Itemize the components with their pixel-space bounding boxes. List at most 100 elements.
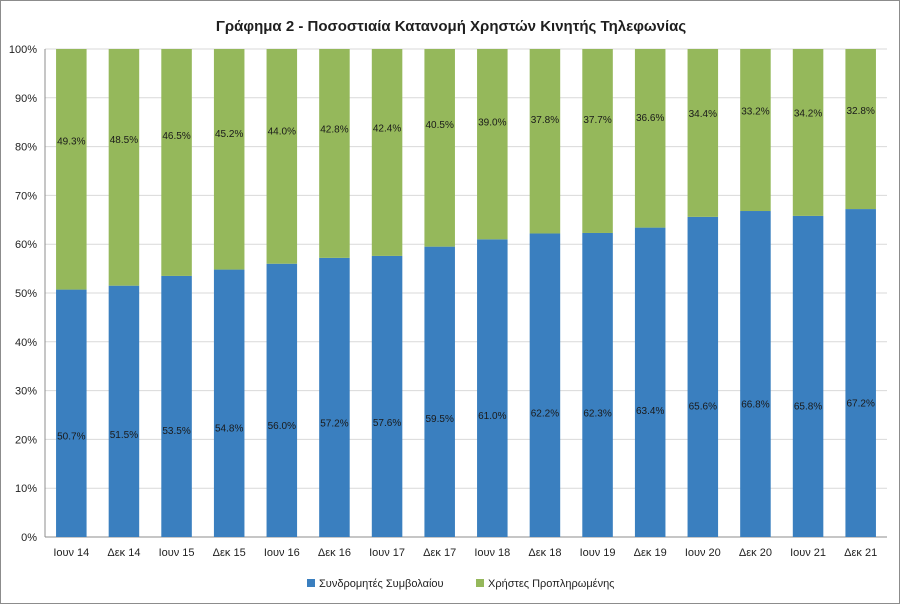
data-label-contract-4: 56.0% xyxy=(268,421,296,432)
y-tick-label: 40% xyxy=(15,337,37,349)
y-tick-label: 10% xyxy=(15,483,37,495)
bar-prepaid-7 xyxy=(424,49,455,247)
data-labels-layer: 50.7% 49.3% 51.5% 48.5% 53.5% 46.5% 54.8% 45.2%… xyxy=(57,106,875,443)
data-label-contract-6: 57.6% xyxy=(373,418,401,429)
bar-contract-3 xyxy=(213,269,245,537)
x-axis-ticks: Ιουν 14 Δεκ 14 Ιουν 15 Δεκ 15 Ιουν 16 Δεκ 16 Ι… xyxy=(53,547,877,559)
y-tick-label: 0% xyxy=(21,532,37,544)
y-tick-label: 100% xyxy=(9,44,37,56)
bar-contract-8 xyxy=(477,239,508,537)
data-label-contract-1: 51.5% xyxy=(110,430,138,441)
bar-contract-4 xyxy=(266,263,298,537)
data-label-prepaid-11: 36.6% xyxy=(636,113,664,124)
bar-contract-9 xyxy=(529,233,561,538)
bar-contract-2 xyxy=(161,275,192,537)
x-tick-label: Δεκ 17 xyxy=(423,547,456,559)
y-axis-ticks: 0% 10% 20% 30% 40% 50% 60% 70% 80% 90% 100% xyxy=(9,44,37,544)
x-tick-label: Δεκ 15 xyxy=(213,547,246,559)
legend-label-prepaid: Χρήστες Προπληρωμένης xyxy=(488,578,614,590)
x-tick-label: Ιουν 14 xyxy=(53,547,89,559)
data-label-prepaid-6: 42.4% xyxy=(373,124,401,135)
data-label-prepaid-9: 37.8% xyxy=(531,115,559,126)
bar-contract-14 xyxy=(792,215,824,537)
bar-prepaid-6 xyxy=(371,49,403,256)
data-label-prepaid-4: 44.0% xyxy=(268,127,296,138)
bar-prepaid-2 xyxy=(161,49,192,276)
data-label-contract-12: 65.6% xyxy=(689,402,717,413)
data-label-contract-2: 53.5% xyxy=(162,426,190,437)
x-tick-label: Δεκ 21 xyxy=(844,547,877,559)
data-label-contract-10: 62.3% xyxy=(583,408,611,419)
bar-prepaid-11 xyxy=(634,49,666,228)
y-tick-label: 70% xyxy=(15,190,37,202)
data-label-contract-13: 66.8% xyxy=(741,399,769,410)
data-label-contract-0: 50.7% xyxy=(57,432,85,443)
data-label-contract-5: 57.2% xyxy=(320,419,348,430)
data-label-prepaid-10: 37.7% xyxy=(583,115,611,126)
chart-title: Γράφημα 2 - Ποσοστιαία Κατανομή Χρηστών … xyxy=(216,18,686,35)
data-label-prepaid-8: 39.0% xyxy=(478,117,506,128)
data-label-prepaid-2: 46.5% xyxy=(162,131,190,142)
bar-prepaid-8 xyxy=(477,49,508,240)
x-tick-label: Δεκ 14 xyxy=(107,547,140,559)
data-label-contract-9: 62.2% xyxy=(531,409,559,420)
x-tick-label: Δεκ 19 xyxy=(634,547,667,559)
y-tick-label: 90% xyxy=(15,93,37,105)
x-tick-label: Δεκ 20 xyxy=(739,547,772,559)
data-label-prepaid-0: 49.3% xyxy=(57,136,85,147)
data-label-prepaid-5: 42.8% xyxy=(320,124,348,135)
bar-prepaid-15 xyxy=(845,49,876,210)
bar-contract-0 xyxy=(56,289,87,537)
y-tick-label: 80% xyxy=(15,142,37,154)
data-label-prepaid-12: 34.4% xyxy=(689,109,717,120)
data-label-contract-3: 54.8% xyxy=(215,423,243,434)
bar-contract-5 xyxy=(319,257,350,537)
data-label-prepaid-13: 33.2% xyxy=(741,107,769,118)
x-tick-label: Ιουν 16 xyxy=(264,547,300,559)
y-tick-label: 30% xyxy=(15,386,37,398)
x-tick-label: Ιουν 21 xyxy=(790,547,826,559)
x-tick-label: Ιουν 17 xyxy=(369,547,405,559)
legend-swatch-contract xyxy=(307,579,315,587)
y-tick-label: 60% xyxy=(15,239,37,251)
data-label-contract-7: 59.5% xyxy=(426,414,454,425)
bar-prepaid-14 xyxy=(792,49,824,216)
data-label-prepaid-15: 32.8% xyxy=(847,106,875,117)
x-tick-label: Δεκ 16 xyxy=(318,547,351,559)
bar-prepaid-12 xyxy=(687,49,719,217)
y-tick-label: 20% xyxy=(15,434,37,446)
x-tick-label: Ιουν 20 xyxy=(685,547,721,559)
bar-prepaid-1 xyxy=(108,49,140,286)
bar-contract-6 xyxy=(371,255,403,538)
bar-prepaid-9 xyxy=(529,49,561,234)
bar-contract-13 xyxy=(740,211,771,538)
bars-layer xyxy=(56,49,876,538)
x-tick-label: Ιουν 15 xyxy=(159,547,195,559)
data-label-prepaid-3: 45.2% xyxy=(215,129,243,140)
bar-prepaid-4 xyxy=(266,49,298,264)
data-label-prepaid-7: 40.5% xyxy=(426,120,454,131)
x-tick-label: Δεκ 18 xyxy=(528,547,561,559)
data-label-prepaid-1: 48.5% xyxy=(110,135,138,146)
data-label-contract-8: 61.0% xyxy=(478,411,506,422)
bar-prepaid-5 xyxy=(319,49,350,258)
data-label-prepaid-14: 34.2% xyxy=(794,108,822,119)
data-label-contract-11: 63.4% xyxy=(636,406,664,417)
bar-contract-12 xyxy=(687,216,719,537)
x-tick-label: Ιουν 18 xyxy=(474,547,510,559)
bar-contract-11 xyxy=(634,227,666,537)
data-label-contract-15: 67.2% xyxy=(847,399,875,410)
bar-contract-10 xyxy=(582,232,613,537)
legend-label-contract: Συνδρομητές Συμβολαίου xyxy=(319,578,444,590)
bar-prepaid-10 xyxy=(582,49,613,233)
bar-contract-15 xyxy=(845,209,876,537)
legend: Συνδρομητές Συμβολαίου Χρήστες Προπληρωμέ… xyxy=(307,578,614,590)
bar-contract-7 xyxy=(424,246,455,537)
y-tick-label: 50% xyxy=(15,288,37,300)
bar-contract-1 xyxy=(108,285,140,537)
bar-prepaid-13 xyxy=(740,49,771,212)
x-tick-label: Ιουν 19 xyxy=(580,547,616,559)
data-label-contract-14: 65.8% xyxy=(794,401,822,412)
